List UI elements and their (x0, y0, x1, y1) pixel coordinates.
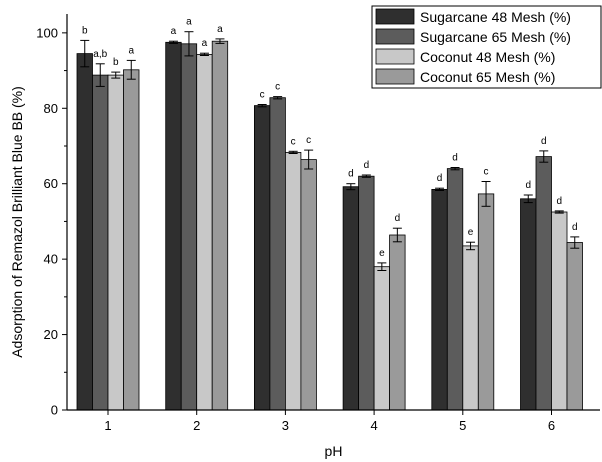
significance-letter: d (437, 173, 443, 184)
significance-letter: a (217, 24, 223, 35)
bar (342, 186, 360, 411)
significance-letter: e (379, 248, 385, 259)
bars-layer (76, 40, 583, 411)
bar (92, 74, 109, 411)
significance-letter: d (556, 196, 562, 207)
x-axis-title: pH (325, 443, 343, 459)
x-tick-label: 6 (548, 418, 555, 433)
x-tick-label: 2 (193, 418, 200, 433)
bar (520, 198, 537, 411)
significance-letter: d (572, 222, 578, 233)
axes-layer: 0204060801001234567 (36, 14, 600, 433)
bar (196, 54, 213, 411)
significance-letter: d (395, 213, 401, 224)
significance-letter: c (306, 135, 311, 146)
significance-letter: c (275, 82, 280, 93)
legend-label: Coconut 48 Mesh (%) (420, 49, 555, 65)
significance-letter: a (128, 45, 134, 56)
bar (446, 168, 464, 411)
bar (284, 151, 302, 411)
legend-swatch (375, 68, 415, 85)
significance-letter: a (202, 38, 208, 49)
significance-letter: d (348, 169, 354, 180)
y-tick-label: 60 (44, 176, 58, 191)
legend-label: Sugarcane 65 Mesh (%) (420, 29, 571, 45)
x-tick-label: 4 (370, 418, 377, 433)
bar (211, 40, 229, 411)
significance-letter: c (484, 167, 489, 178)
significance-letter: a,b (93, 49, 107, 60)
bar (300, 159, 317, 411)
legend-label: Sugarcane 48 Mesh (%) (420, 9, 571, 25)
significance-letter: d (364, 160, 370, 171)
significance-letter: c (260, 90, 265, 101)
bar (551, 211, 568, 411)
y-tick-label: 100 (36, 25, 58, 40)
significance-letter: b (113, 57, 119, 68)
x-tick-label: 3 (282, 418, 289, 433)
significance-letter: d (452, 153, 458, 164)
bar (123, 69, 140, 411)
bar (389, 234, 406, 411)
bar (462, 245, 479, 411)
bar (431, 188, 448, 411)
significance-letter: b (82, 25, 88, 36)
bar (107, 74, 124, 411)
bar (76, 53, 93, 411)
significance-letter: e (468, 227, 474, 238)
y-tick-label: 0 (51, 403, 58, 418)
bar (253, 105, 271, 411)
bar (566, 242, 583, 411)
legend-swatch (375, 8, 415, 25)
significance-letter: a (186, 17, 192, 28)
significance-letter: d (541, 136, 547, 147)
bar (269, 97, 286, 411)
legend: Sugarcane 48 Mesh (%) Sugarcane 65 Mesh (… (371, 5, 602, 89)
significance-letter: a (171, 26, 177, 37)
bar (358, 175, 375, 411)
error-bars-layer (80, 31, 580, 271)
bar (535, 156, 552, 411)
legend-label: Coconut 65 Mesh (%) (420, 69, 555, 85)
y-tick-label: 80 (44, 101, 58, 116)
significance-letter: d (525, 180, 531, 191)
significance-letter: c (291, 136, 296, 147)
legend-swatch (375, 48, 415, 65)
bar (180, 43, 198, 411)
y-tick-label: 40 (44, 252, 58, 267)
bar (373, 266, 391, 411)
significance-letters-layer: ba,bbaaaaaccccddedddecdddddddc (82, 17, 578, 259)
legend-swatch (375, 28, 415, 45)
bar (477, 193, 495, 411)
y-tick-label: 20 (44, 327, 58, 342)
y-axis-title: Adsorption of Remazol Brilliant Blue BB … (9, 86, 25, 358)
x-tick-label: 1 (104, 418, 111, 433)
x-tick-label: 5 (459, 418, 466, 433)
bar (165, 41, 182, 411)
